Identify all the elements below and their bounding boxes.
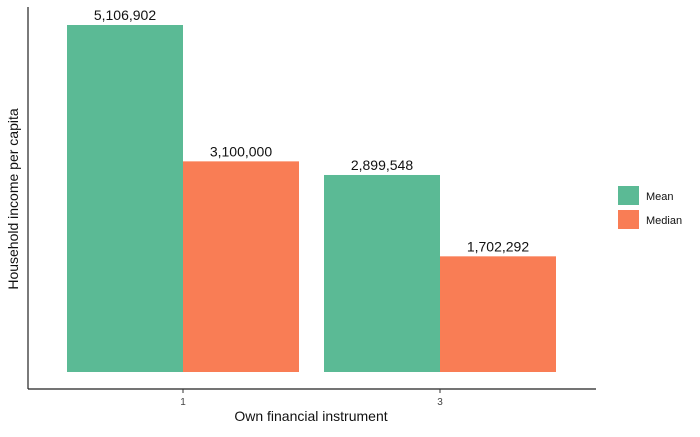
value-label-median-3: 1,702,292 <box>467 238 529 254</box>
bar-median-1 <box>183 161 299 372</box>
bars-layer <box>67 25 556 372</box>
value-label-mean-1: 5,106,902 <box>94 7 156 23</box>
legend-label-mean: Mean <box>646 191 674 203</box>
legend-swatch-mean <box>618 186 639 205</box>
bar-mean-1 <box>67 25 183 372</box>
y-axis-label: Household income per capita <box>5 108 21 290</box>
x-tick-label-1: 1 <box>180 397 186 408</box>
value-label-median-1: 3,100,000 <box>210 143 272 159</box>
x-axis-label: Own financial instrument <box>234 408 387 424</box>
legend: Mean Median <box>618 186 682 229</box>
bar-mean-3 <box>324 174 440 372</box>
legend-swatch-median <box>618 210 639 229</box>
x-tick-label-3: 3 <box>437 397 443 408</box>
legend-label-median: Median <box>646 215 682 227</box>
value-labels-layer: 5,106,902 3,100,000 2,899,548 1,702,292 <box>94 7 529 254</box>
value-label-mean-3: 2,899,548 <box>351 157 413 173</box>
bar-median-3 <box>440 256 556 372</box>
